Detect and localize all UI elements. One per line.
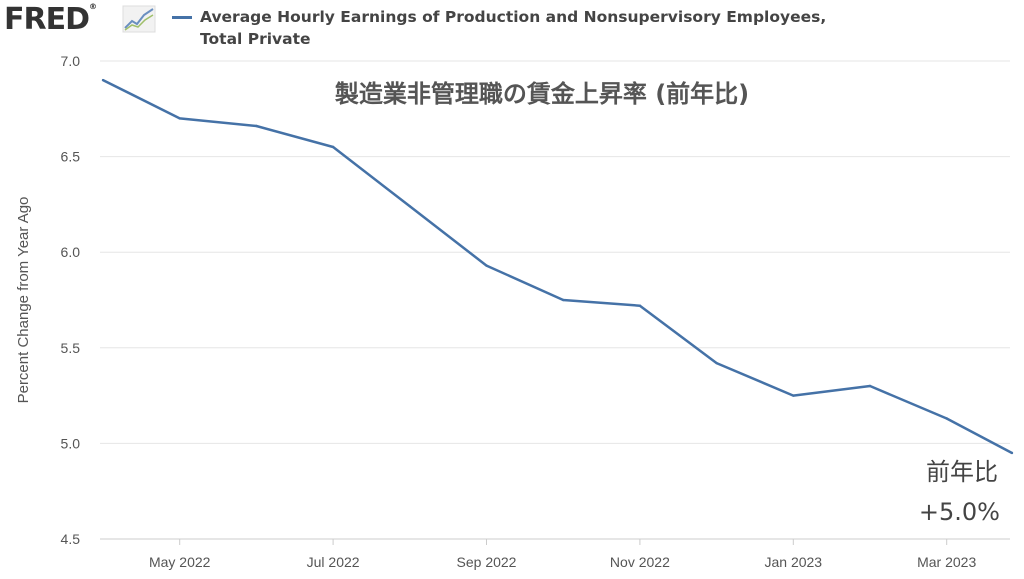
legend-series-line2: Total Private	[200, 30, 311, 48]
legend-series-name[interactable]: Average Hourly Earnings of Production an…	[200, 6, 850, 50]
line-swatch-icon	[172, 16, 192, 19]
grid-lines	[100, 60, 1010, 540]
y-tick-label: 6.0	[61, 244, 81, 260]
data-point[interactable]	[792, 394, 795, 397]
series-line[interactable]	[102, 78, 1013, 455]
x-tick-label: Jan 2023	[764, 554, 822, 570]
fred-logo[interactable]: FRED®	[4, 2, 97, 37]
corner-label: 前年比	[926, 458, 998, 486]
data-point[interactable]	[178, 117, 181, 120]
chart-header: FRED® Average Hourly Earnings of Product…	[0, 0, 1024, 55]
y-axis-ticks: 4.5 5.0 5.5 6.0 6.5 7.0	[61, 53, 81, 547]
data-point[interactable]	[331, 145, 335, 149]
x-tick-label: Mar 2023	[917, 554, 976, 570]
y-tick-label: 4.5	[61, 531, 81, 547]
x-tick-label: May 2022	[149, 554, 211, 570]
fred-logo-text: FRED	[4, 2, 90, 37]
data-point[interactable]	[945, 417, 948, 420]
data-point[interactable]	[408, 205, 411, 208]
data-point[interactable]	[638, 304, 642, 307]
data-point[interactable]	[868, 384, 872, 388]
y-tick-label: 5.5	[61, 340, 81, 356]
x-tick-label: Nov 2022	[610, 554, 670, 570]
y-axis-label: Percent Change from Year Ago	[15, 197, 32, 404]
data-point[interactable]	[715, 361, 718, 365]
y-tick-label: 7.0	[61, 53, 81, 69]
series-layer	[101, 78, 1014, 455]
x-tick-label: Jul 2022	[307, 554, 360, 570]
data-point[interactable]	[562, 298, 565, 302]
data-point[interactable]	[485, 264, 488, 267]
chart-title: 製造業非管理職の賃金上昇率 (前年比)	[335, 80, 749, 108]
y-tick-label: 6.5	[61, 149, 81, 165]
x-axis-ticks: May 2022 Jul 2022 Sep 2022 Nov 2022 Jan 2023…	[149, 539, 976, 570]
fred-logo-registered: ®	[89, 2, 97, 11]
x-tick-label: Sep 2022	[457, 554, 517, 570]
trend-chart-icon	[122, 5, 156, 33]
y-tick-label: 5.0	[61, 435, 81, 451]
corner-value: +5.0%	[919, 498, 1000, 526]
data-point[interactable]	[255, 124, 258, 128]
data-point[interactable]	[101, 78, 105, 82]
data-point[interactable]	[1010, 451, 1014, 455]
legend-series-line1: Average Hourly Earnings of Production an…	[200, 8, 827, 26]
